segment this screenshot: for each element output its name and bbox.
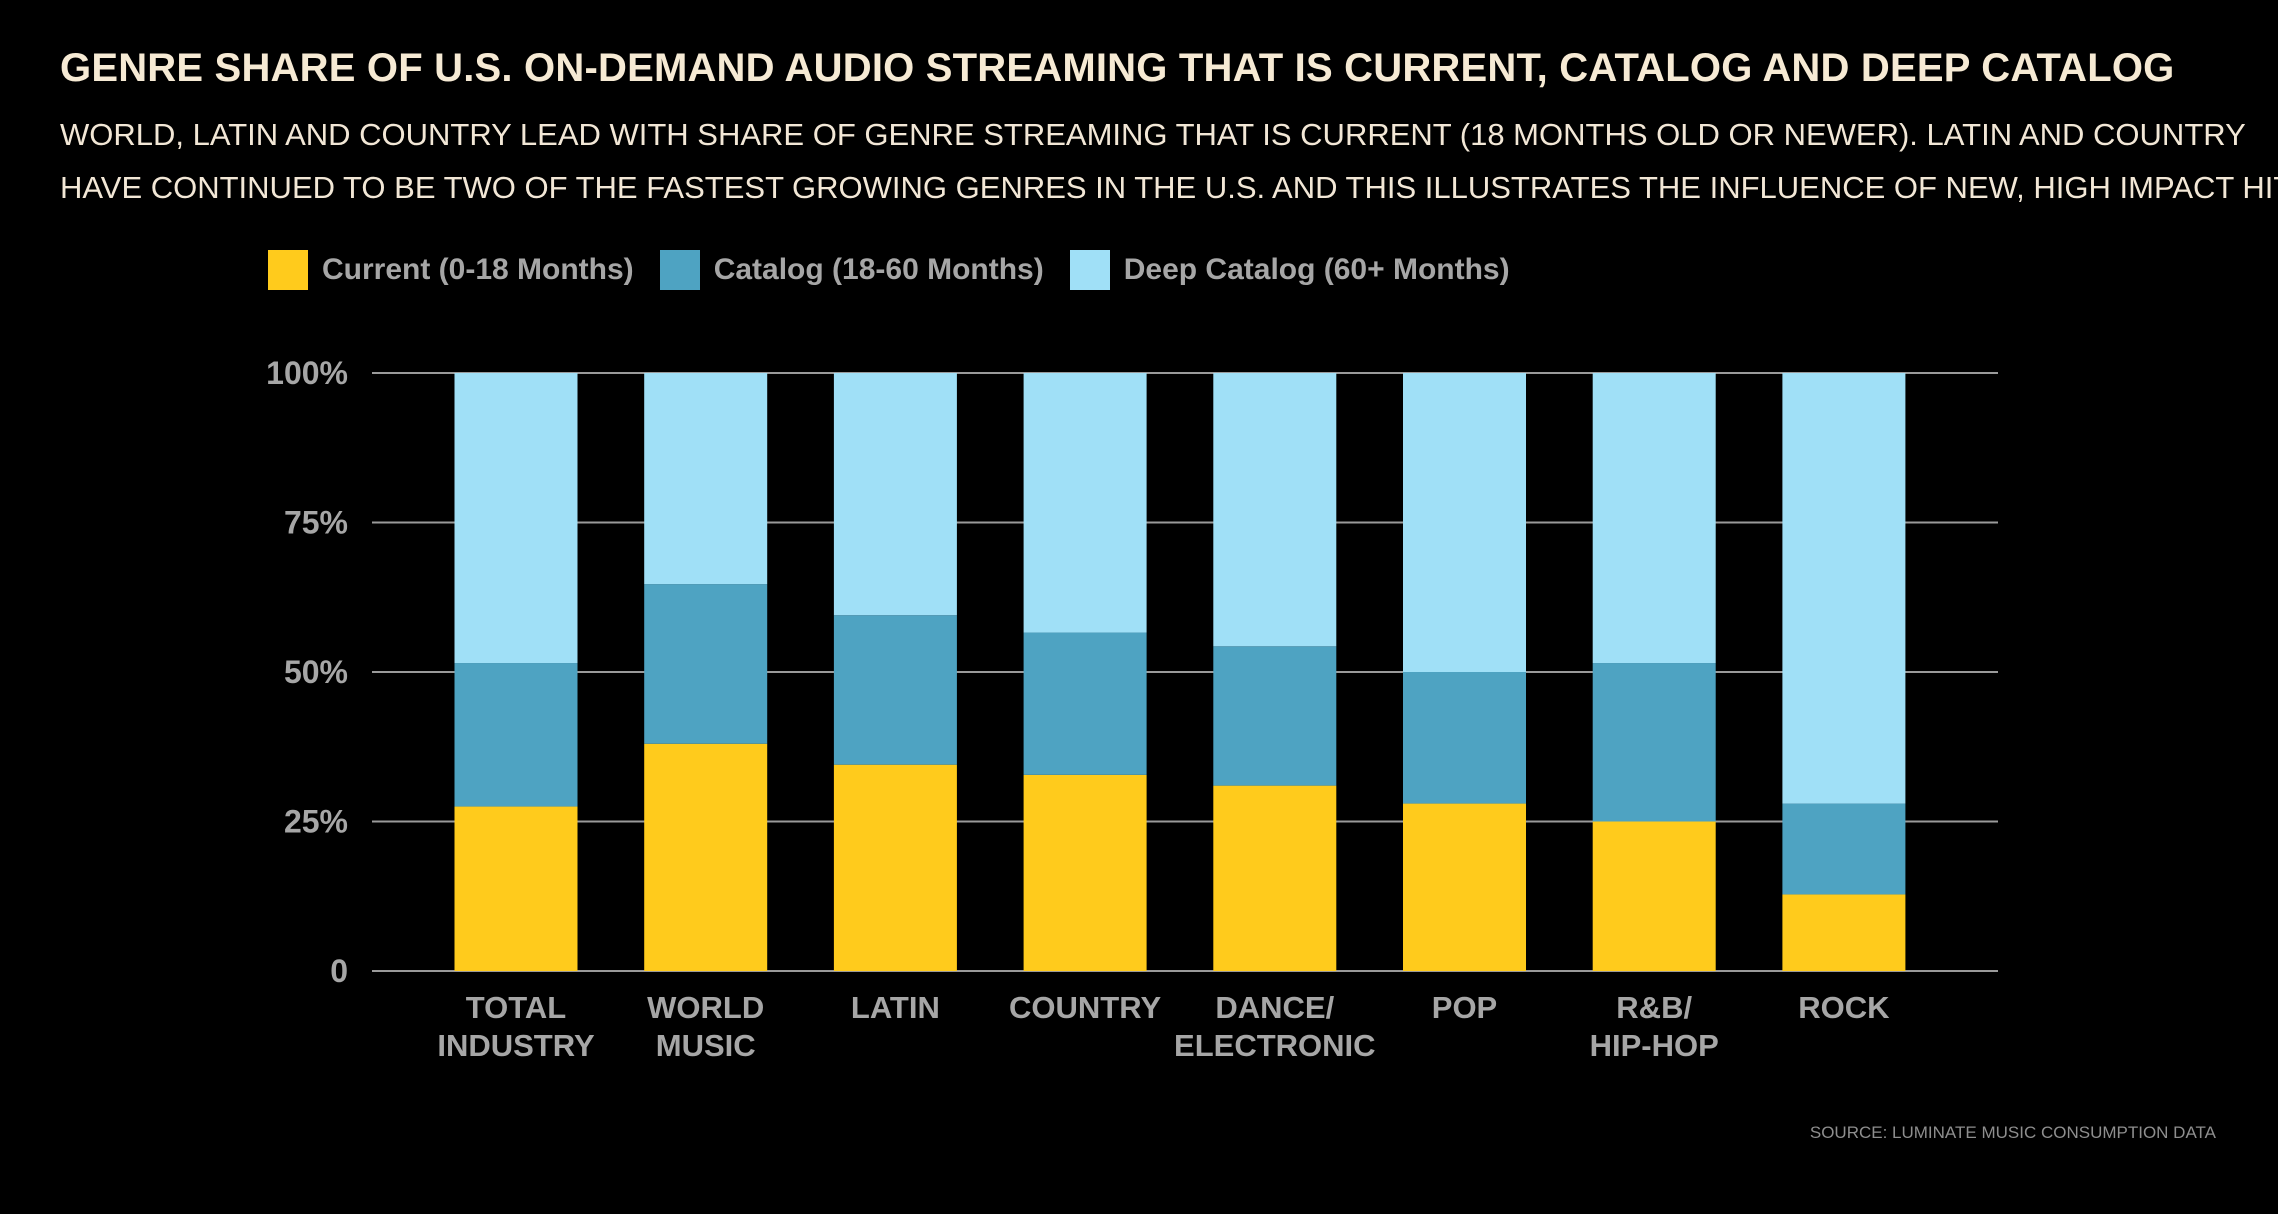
legend-item-deep-catalog: Deep Catalog (60+ Months) — [1069, 250, 1510, 290]
bar-segment-current — [1782, 894, 1906, 971]
x-category-label: INDUSTRY — [437, 1028, 595, 1063]
bar-segment-current — [1213, 785, 1337, 971]
chart-legend: Current (0-18 Months) Catalog (18-60 Mon… — [268, 250, 1536, 290]
legend-label-current: Current (0-18 Months) — [322, 253, 634, 286]
y-tick-label: 75% — [284, 505, 348, 541]
bar-segment-catalog — [1782, 803, 1906, 895]
x-category-label: MUSIC — [656, 1028, 756, 1063]
bar-segment-catalog — [1403, 672, 1526, 804]
source-note: SOURCE: LUMINATE MUSIC CONSUMPTION DATA — [1809, 1123, 2216, 1142]
bar-segment-current — [644, 743, 768, 971]
bar-segment-catalog — [1023, 632, 1147, 775]
x-category-label: TOTAL — [466, 990, 566, 1025]
bar-segment-deep_catalog — [454, 373, 578, 664]
x-category-label: POP — [1432, 990, 1497, 1025]
x-category-label: HIP-HOP — [1590, 1028, 1719, 1063]
bar-segment-current — [1023, 774, 1147, 971]
x-category-label: WORLD — [647, 990, 764, 1025]
bar-segment-deep_catalog — [833, 373, 957, 616]
bar-segment-deep_catalog — [1023, 373, 1147, 633]
x-category-label: ELECTRONIC — [1174, 1028, 1376, 1063]
subtitle-line-1: WORLD, LATIN AND COUNTRY LEAD WITH SHARE… — [60, 117, 2246, 152]
x-category-label: DANCE/ — [1215, 990, 1334, 1025]
y-tick-label: 100% — [266, 355, 348, 391]
bar-segment-current — [833, 764, 957, 971]
legend-swatch-deep-catalog — [1069, 250, 1110, 290]
bars-layer — [454, 373, 1906, 971]
x-category-label: ROCK — [1798, 990, 1890, 1025]
bar-segment-deep_catalog — [1782, 373, 1906, 804]
y-tick-label: 25% — [284, 804, 348, 840]
grid-layer — [372, 372, 1998, 972]
legend-item-catalog: Catalog (18-60 Months) — [659, 250, 1044, 290]
bar-segment-deep_catalog — [1213, 373, 1337, 647]
legend-label-deep-catalog: Deep Catalog (60+ Months) — [1123, 253, 1510, 286]
chart-subtitle: WORLD, LATIN AND COUNTRY LEAD WITH SHARE… — [60, 108, 2278, 214]
bar-segment-deep_catalog — [1592, 373, 1716, 664]
y-tick-label: 0 — [330, 953, 348, 989]
legend-swatch-current — [268, 250, 308, 290]
bar-segment-catalog — [1592, 663, 1716, 822]
bar-segment-deep_catalog — [1403, 373, 1526, 672]
legend-item-current: Current (0-18 Months) — [268, 250, 634, 290]
chart-title: GENRE SHARE OF U.S. ON-DEMAND AUDIO STRE… — [60, 46, 2175, 90]
bar-segment-catalog — [1213, 646, 1337, 786]
x-category-label: COUNTRY — [1009, 990, 1161, 1025]
x-category-label: R&B/ — [1616, 990, 1692, 1025]
subtitle-line-2: HAVE CONTINUED TO BE TWO OF THE FASTEST … — [60, 170, 2278, 205]
y-tick-label: 50% — [284, 654, 348, 690]
bar-segment-catalog — [644, 584, 768, 744]
bar-segment-current — [454, 806, 578, 971]
bar-segment-deep_catalog — [644, 373, 768, 585]
bar-segment-catalog — [833, 615, 957, 765]
x-category-label: LATIN — [851, 990, 940, 1025]
bar-segment-current — [1592, 821, 1716, 971]
bar-segment-current — [1403, 803, 1526, 971]
bar-segment-catalog — [454, 663, 578, 807]
legend-swatch-catalog — [659, 250, 700, 290]
legend-label-catalog: Catalog (18-60 Months) — [713, 253, 1044, 286]
